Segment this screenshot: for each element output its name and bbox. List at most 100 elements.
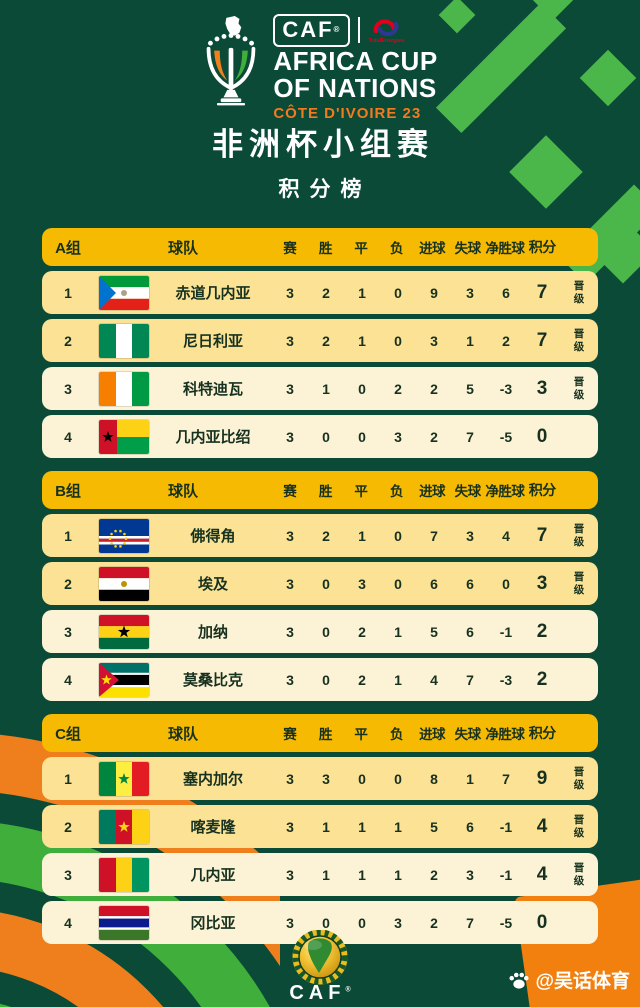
qualified-badge: 晋级	[573, 570, 585, 596]
sponsor-name: TotalEnergies	[368, 37, 405, 44]
stat-column-header: 失球	[454, 241, 481, 256]
stat-value: -1	[499, 866, 513, 883]
stat-value: 7	[466, 671, 474, 688]
team-name: 莫桑比克	[182, 672, 243, 689]
stat-value: 8	[430, 770, 438, 787]
team-row: 4 莫桑比克 3 0 2 1 4 7 -3 2	[42, 658, 598, 701]
stat-column-header: 进球	[419, 727, 446, 742]
stat-value: 6	[466, 575, 474, 592]
stat-value: 7	[502, 770, 510, 787]
stat-value: 3	[286, 770, 294, 787]
group-table-1: A组 球队赛胜平负进球 失球 净胜球 积分 1 赤道几内亚 3 2 1 0 9 3 6 7 晋级 2 尼日利亚 3 2…	[42, 228, 598, 458]
stat-value: 2	[430, 866, 438, 883]
stat-value: 1	[394, 866, 402, 883]
team-column-header: 球队	[167, 482, 198, 500]
team-name: 加纳	[197, 624, 228, 641]
qualified-badge: 晋级	[573, 861, 585, 887]
stat-column-header: 平	[354, 241, 368, 256]
stat-value: 1	[394, 818, 402, 835]
stat-column-header: 净胜球	[485, 727, 525, 742]
team-row: 1 塞内加尔 3 3 0 0 8 1 7 9 晋级	[42, 757, 598, 800]
totalenergies-logo: TotalEnergies	[368, 16, 404, 45]
rank: 1	[64, 527, 72, 544]
points-value: 3	[536, 377, 548, 399]
stat-value: 0	[322, 671, 330, 688]
stat-value: 0	[502, 575, 510, 592]
corner-arcs-decoration	[0, 734, 280, 1007]
rank: 3	[64, 866, 72, 883]
stat-value: 3	[394, 914, 402, 931]
group-header-row: B组 球队 赛 胜 平 负 进球 失球 净胜球 积分	[42, 471, 598, 509]
stat-column-header: 赛	[283, 484, 297, 499]
ghana-flag	[99, 614, 149, 649]
stat-value: -5	[499, 914, 513, 931]
stat-value: 2	[358, 623, 366, 640]
stat-value: 4	[502, 527, 510, 544]
group-header-row: C组 球队 赛 胜 平 负 进球 失球 净胜球 积分	[42, 714, 598, 752]
stat-value: 2	[322, 284, 330, 301]
equatorial-guinea-flag	[99, 275, 149, 310]
stat-value: 1	[358, 284, 366, 301]
stat-value: 3	[466, 284, 474, 301]
team-row: 4 几内亚比绍 3 0 0 3 2 7 -5 0	[42, 415, 598, 458]
stat-value: 3	[286, 380, 294, 397]
footer: CAF®	[0, 930, 640, 1003]
team-name: 几内亚比绍	[175, 429, 251, 446]
stat-value: 0	[358, 770, 366, 787]
stat-value: 7	[430, 527, 438, 544]
stat-column-header: 净胜球	[485, 241, 525, 256]
stat-value: 7	[466, 914, 474, 931]
stat-value: -1	[499, 818, 513, 835]
rank: 2	[64, 575, 72, 592]
stat-column-header: 进球	[419, 241, 446, 256]
stat-value: -3	[499, 380, 513, 397]
stat-column-header: 失球	[454, 727, 481, 742]
stat-value: 3	[286, 671, 294, 688]
rank: 2	[64, 818, 72, 835]
team-name: 佛得角	[190, 528, 236, 545]
team-row: 3 加纳 3 0 2 1 5 6 -1 2	[42, 610, 598, 653]
stat-value: 3	[286, 623, 294, 640]
stat-column-header: 平	[354, 727, 368, 742]
stat-value: 5	[466, 380, 474, 397]
brand-text-block: CAF® TotalEnergies AFRICA CUP OF NATIONS…	[273, 12, 437, 122]
stat-value: 1	[358, 818, 366, 835]
stat-value: 0	[358, 914, 366, 931]
stat-column-header: 净胜球	[485, 484, 525, 499]
team-name: 塞内加尔	[182, 771, 243, 788]
stat-value: 7	[466, 428, 474, 445]
stat-value: 1	[358, 527, 366, 544]
stat-value: -3	[499, 671, 513, 688]
stat-value: 3	[394, 428, 402, 445]
team-name: 科特迪瓦	[182, 381, 243, 398]
cameroon-flag	[99, 809, 149, 844]
stat-column-header: 胜	[318, 241, 332, 256]
points-value: 2	[536, 620, 548, 642]
team-name: 尼日利亚	[182, 333, 243, 350]
guinea-bissau-flag	[99, 419, 149, 454]
rank: 3	[64, 380, 72, 397]
qualified-badge: 晋级	[573, 375, 585, 401]
cote-divoire-flag	[99, 371, 149, 406]
qualified-badge: 晋级	[573, 327, 585, 353]
team-column-header: 球队	[167, 725, 198, 743]
page-subtitle: 积分榜	[278, 178, 372, 201]
paw-icon	[509, 972, 530, 989]
team-column-header: 球队	[167, 239, 198, 257]
stat-value: 0	[322, 575, 330, 592]
stat-value: 3	[286, 866, 294, 883]
stat-column-header: 积分	[528, 239, 556, 255]
group-name: B组	[55, 482, 81, 500]
stat-column-header: 负	[389, 727, 403, 742]
stat-value: 0	[322, 428, 330, 445]
group-header-row: A组 球队 赛 胜 平 负 进球 失球 净胜球 积分	[42, 228, 598, 266]
team-name: 冈比亚	[190, 915, 236, 932]
stat-column-header: 负	[389, 484, 403, 499]
stat-value: 1	[322, 818, 330, 835]
stat-value: 3	[466, 527, 474, 544]
stat-value: 0	[322, 623, 330, 640]
stat-value: 3	[286, 818, 294, 835]
stat-column-header: 失球	[454, 484, 481, 499]
stat-value: 1	[466, 770, 474, 787]
team-name: 埃及	[197, 576, 228, 593]
